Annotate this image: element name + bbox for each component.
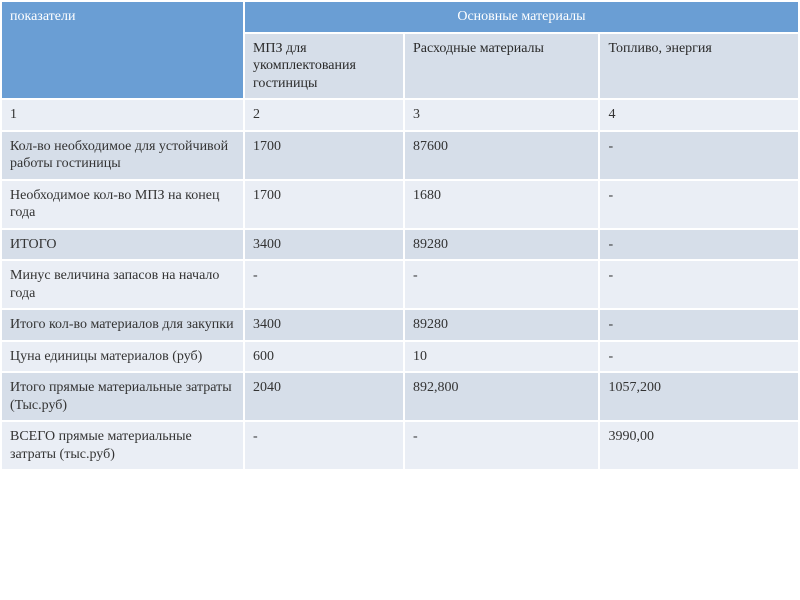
table-cell: 1700 <box>245 181 403 228</box>
table-cell: 3400 <box>245 310 403 340</box>
table-row: Кол-во необходимое для устойчивой работы… <box>2 132 798 179</box>
table-cell: Необходимое кол-во МПЗ на конец года <box>2 181 243 228</box>
table-cell: 3 <box>405 100 599 130</box>
table-cell: 89280 <box>405 230 599 260</box>
table-cell: - <box>245 422 403 469</box>
table-cell: 89280 <box>405 310 599 340</box>
table-header: показатели Основные материалы МПЗ для ук… <box>2 2 798 98</box>
table-row: Необходимое кол-во МПЗ на конец года1700… <box>2 181 798 228</box>
table-cell: - <box>600 230 798 260</box>
table-row: Цуна единицы материалов (руб)60010- <box>2 342 798 372</box>
table-row: Итого прямые материальные затраты (Тыс.р… <box>2 373 798 420</box>
table-cell: 2 <box>245 100 403 130</box>
table-cell: - <box>600 261 798 308</box>
table-row: ИТОГО340089280- <box>2 230 798 260</box>
table-cell: - <box>405 261 599 308</box>
table-cell: Итого кол-во материалов для закупки <box>2 310 243 340</box>
table-cell: 3990,00 <box>600 422 798 469</box>
table-row: 1234 <box>2 100 798 130</box>
materials-table: показатели Основные материалы МПЗ для ук… <box>0 0 800 471</box>
header-indicator: показатели <box>2 2 243 98</box>
table-cell: 4 <box>600 100 798 130</box>
table-cell: 1057,200 <box>600 373 798 420</box>
table-cell: 1700 <box>245 132 403 179</box>
table-cell: - <box>600 132 798 179</box>
table-cell: Итого прямые материальные затраты (Тыс.р… <box>2 373 243 420</box>
table-body: 1234Кол-во необходимое для устойчивой ра… <box>2 100 798 469</box>
table-cell: 1 <box>2 100 243 130</box>
table-cell: Минус величина запасов на начало года <box>2 261 243 308</box>
table-cell: 600 <box>245 342 403 372</box>
table-cell: - <box>405 422 599 469</box>
table-row: Итого кол-во материалов для закупки34008… <box>2 310 798 340</box>
table-cell: ВСЕГО прямые материальные затраты (тыс.р… <box>2 422 243 469</box>
table-cell: 1680 <box>405 181 599 228</box>
table-cell: 3400 <box>245 230 403 260</box>
subheader-fuel-energy: Топливо, энергия <box>600 34 798 99</box>
table-cell: - <box>600 310 798 340</box>
table-cell: Цуна единицы материалов (руб) <box>2 342 243 372</box>
table-row: Минус величина запасов на начало года--- <box>2 261 798 308</box>
subheader-mpz: МПЗ для укомплектования гостиницы <box>245 34 403 99</box>
table-cell: 2040 <box>245 373 403 420</box>
table-cell: - <box>245 261 403 308</box>
table-cell: Кол-во необходимое для устойчивой работы… <box>2 132 243 179</box>
header-main-materials: Основные материалы <box>245 2 798 32</box>
table-cell: 10 <box>405 342 599 372</box>
subheader-consumables: Расходные материалы <box>405 34 599 99</box>
table-cell: 87600 <box>405 132 599 179</box>
table-cell: 892,800 <box>405 373 599 420</box>
table-cell: - <box>600 181 798 228</box>
table-cell: ИТОГО <box>2 230 243 260</box>
table-cell: - <box>600 342 798 372</box>
table-row: ВСЕГО прямые материальные затраты (тыс.р… <box>2 422 798 469</box>
